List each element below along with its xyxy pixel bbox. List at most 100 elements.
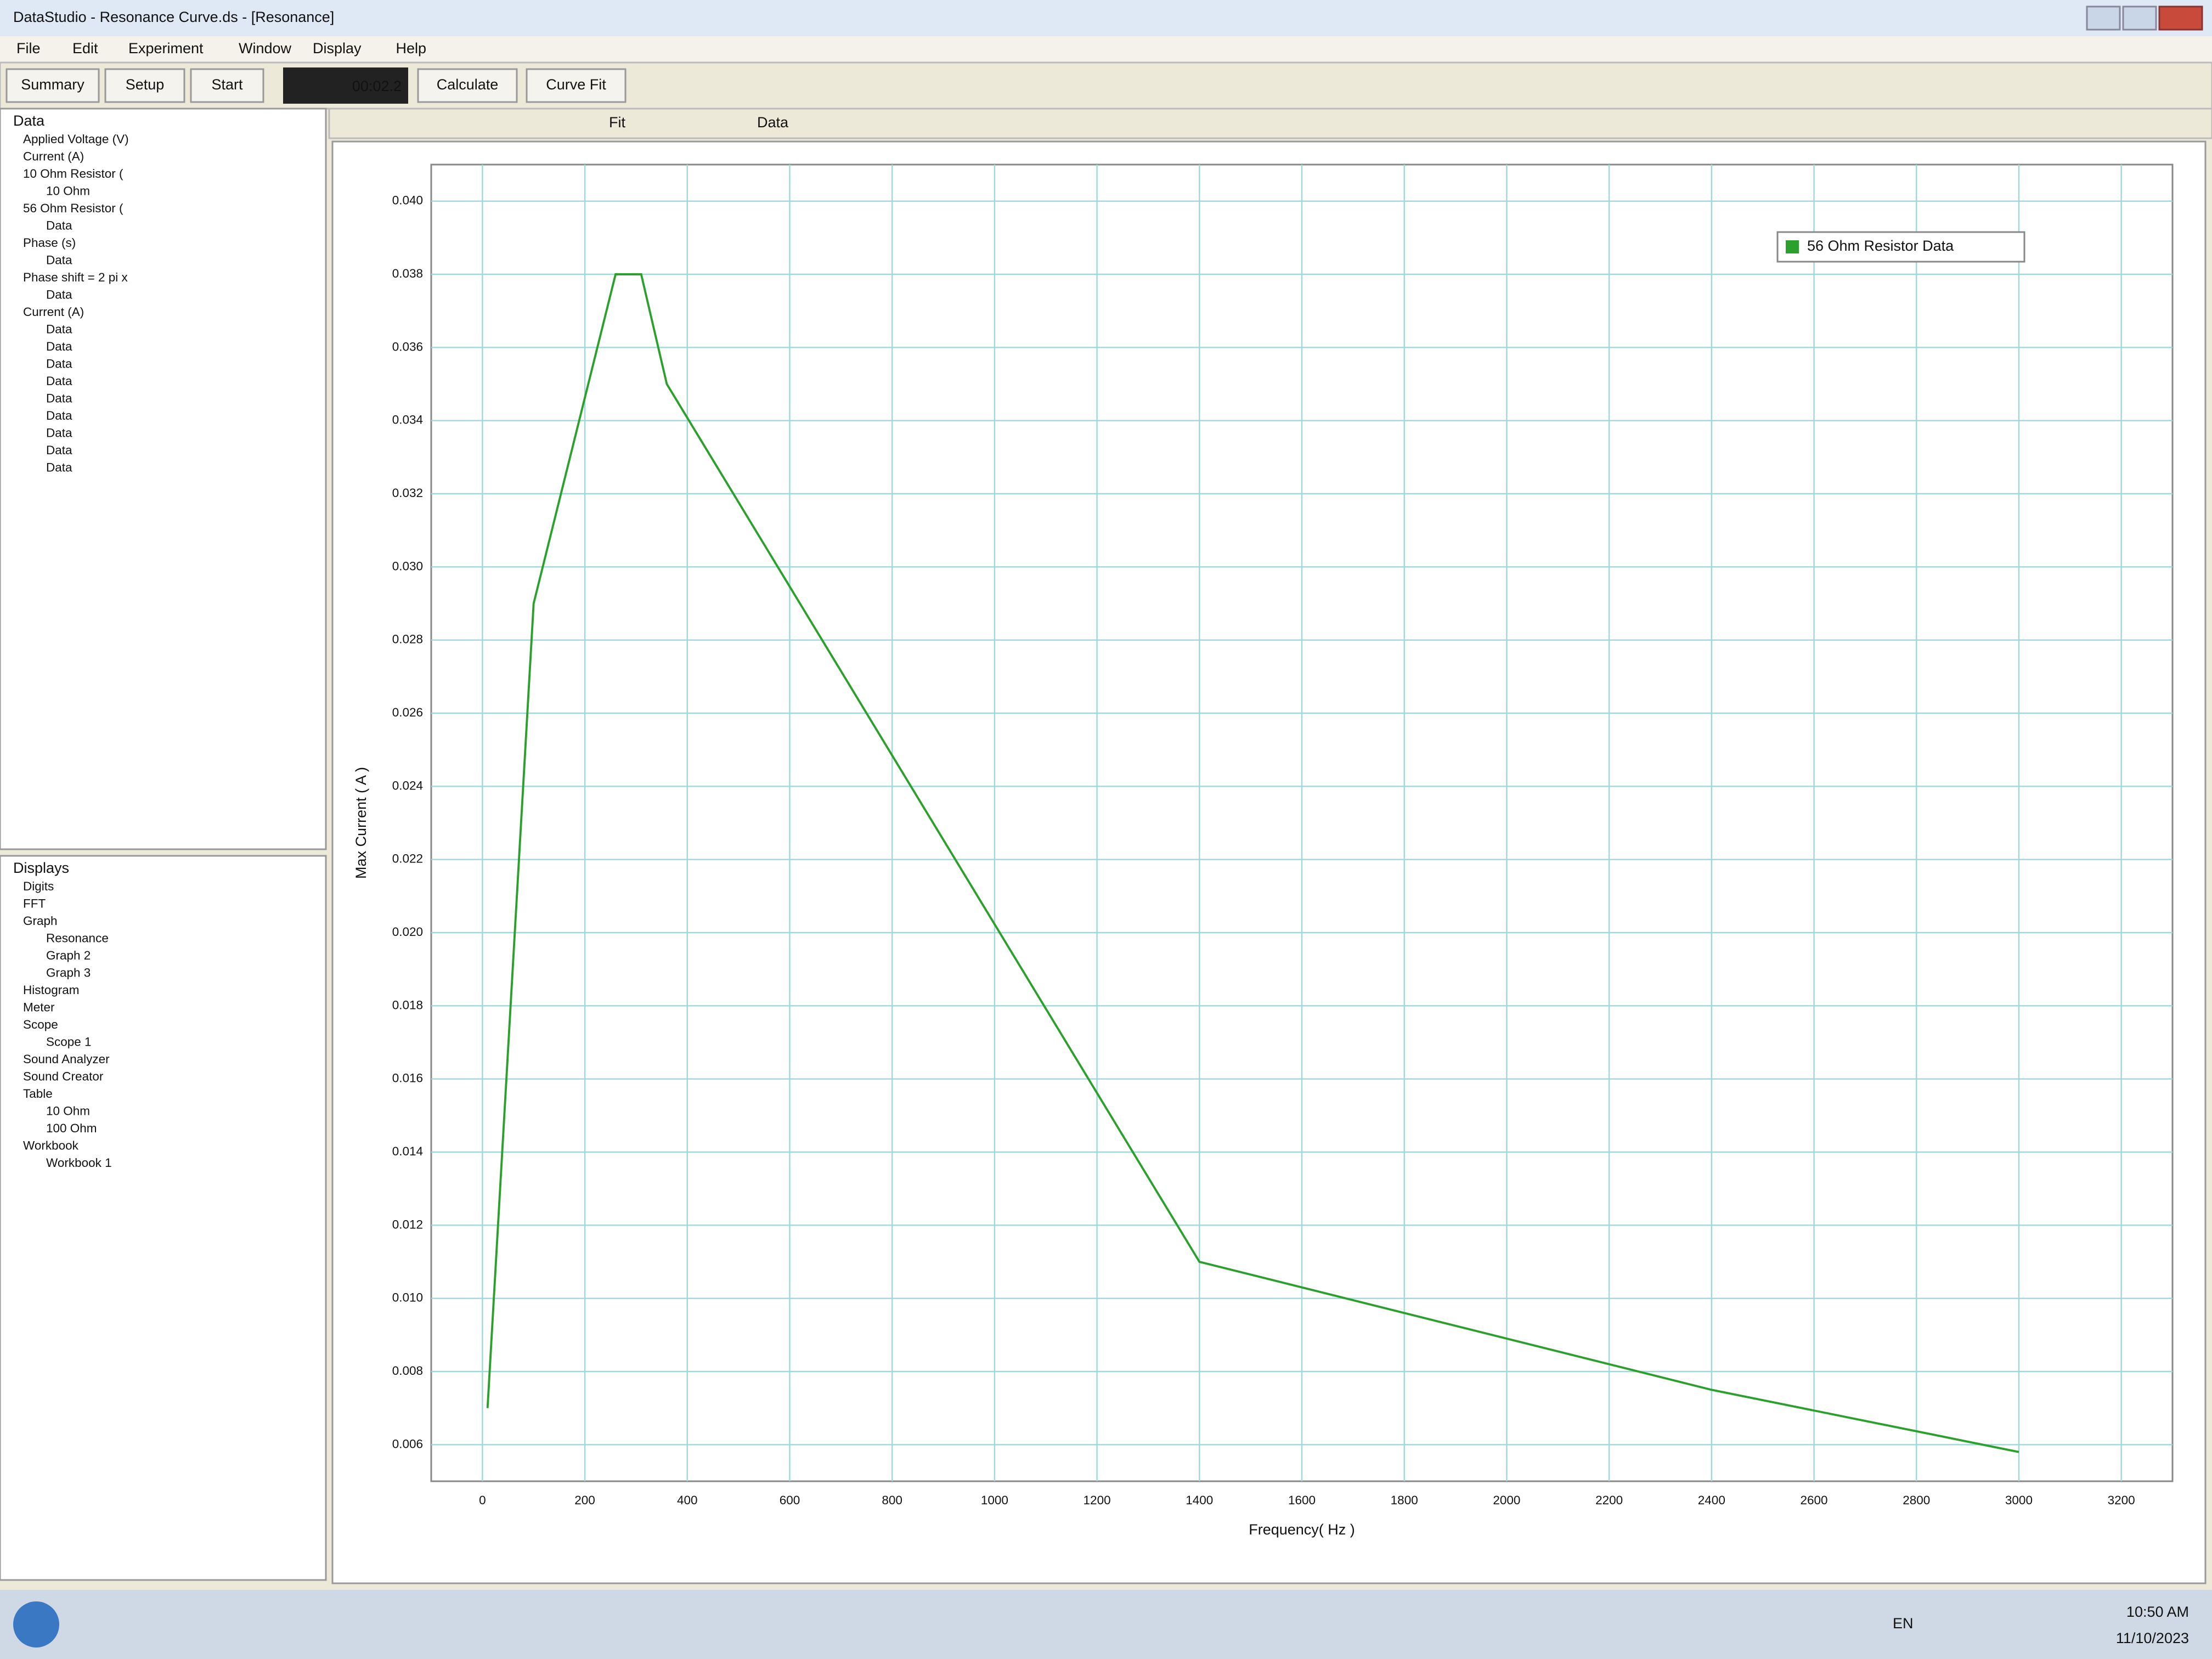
y-tick-label: 0.030 <box>392 559 423 573</box>
y-tick-label: 0.016 <box>392 1071 423 1085</box>
clock-date: 11/10/2023 <box>2116 1630 2189 1646</box>
data-line <box>486 273 2019 1453</box>
tree-item[interactable]: Sound Analyzer <box>23 1052 110 1066</box>
tree-item[interactable]: Digits <box>23 879 54 893</box>
tree-item[interactable]: Phase (s) <box>23 236 76 250</box>
tree-child[interactable]: Data <box>46 409 72 422</box>
taskbar <box>0 1590 2212 1659</box>
menu-item[interactable]: Display <box>313 40 362 57</box>
tree-item[interactable]: Histogram <box>23 983 80 997</box>
tree-item[interactable]: FFT <box>23 896 46 910</box>
menu-item[interactable]: Help <box>396 40 427 57</box>
tree-child[interactable]: Data <box>46 218 72 232</box>
menu-item[interactable]: Edit <box>72 40 98 57</box>
tree-item[interactable]: Table <box>23 1087 53 1101</box>
tree-item[interactable]: 56 Ohm Resistor ( <box>23 201 123 215</box>
tree-item[interactable]: Current (A) <box>23 305 84 319</box>
tree-item[interactable]: Workbook <box>23 1138 79 1152</box>
x-tick-label: 3200 <box>2108 1493 2135 1507</box>
chart: 0.006 0.008 0.010 0.012 0.014 0.016 0.018 0.020… <box>353 163 2174 1538</box>
toolbar-button[interactable] <box>5 68 100 103</box>
x-tick-label: 3000 <box>2005 1493 2033 1507</box>
language: EN <box>1893 1615 1914 1632</box>
y-tick-label: 0.018 <box>392 998 423 1012</box>
y-tick-label: 0.036 <box>392 340 423 353</box>
tree-child[interactable]: Data <box>46 322 72 336</box>
x-tick-label: 2600 <box>1800 1493 1827 1507</box>
toolbar-label[interactable]: Start <box>211 76 243 93</box>
tree-child[interactable]: Graph 2 <box>46 949 91 962</box>
graph-toolbar <box>328 108 2212 139</box>
menu-item[interactable]: Experiment <box>128 40 204 57</box>
toolbar-button[interactable] <box>104 68 185 103</box>
tree-child[interactable]: Data <box>46 443 72 457</box>
y-tick-label: 0.022 <box>392 852 423 866</box>
tree-item[interactable]: Sound Creator <box>23 1069 104 1083</box>
clock-time: 10:50 AM <box>2126 1604 2189 1620</box>
x-tick-label: 0 <box>479 1493 486 1507</box>
toolbar-label[interactable]: Setup <box>126 76 165 93</box>
minimize-button[interactable] <box>2086 5 2121 31</box>
tree-child[interactable]: Workbook 1 <box>46 1156 112 1170</box>
x-tick-label: 1800 <box>1391 1493 1418 1507</box>
tree-child[interactable]: Data <box>46 426 72 439</box>
toolbar-label[interactable]: Curve Fit <box>546 76 606 93</box>
tree-child[interactable]: Data <box>46 253 72 267</box>
toolbar-button[interactable] <box>190 68 264 103</box>
tree-header[interactable]: Displays <box>13 860 69 876</box>
menu-item[interactable]: Window <box>239 40 292 57</box>
tree-child[interactable]: Data <box>46 460 72 474</box>
tree-child[interactable]: Data <box>46 391 72 405</box>
toolbar-button[interactable] <box>417 68 518 103</box>
y-tick-label: 0.034 <box>392 413 423 427</box>
start-button[interactable] <box>13 1601 59 1647</box>
tree-item[interactable]: Phase shift = 2 pi x <box>23 270 128 284</box>
close-button[interactable] <box>2158 5 2203 31</box>
x-axis-label: Frequency( Hz ) <box>1249 1521 1355 1538</box>
y-tick-label: 0.006 <box>392 1437 423 1451</box>
tree-child[interactable]: 10 Ohm <box>46 1104 90 1118</box>
x-tick-label: 2800 <box>1903 1493 1930 1507</box>
tree-child[interactable]: Data <box>46 357 72 370</box>
tree-item[interactable]: Graph <box>23 914 58 928</box>
tree-child[interactable]: 10 Ohm <box>46 184 90 198</box>
tree-item[interactable]: Applied Voltage (V) <box>23 132 129 146</box>
maximize-button[interactable] <box>2122 5 2157 31</box>
tree-child[interactable]: Data <box>46 340 72 353</box>
title-bar <box>0 0 2212 36</box>
data-button[interactable]: Data <box>757 114 789 131</box>
tree-child[interactable]: Scope 1 <box>46 1035 92 1048</box>
fit-button[interactable]: Fit <box>609 114 625 131</box>
toolbar-label[interactable]: Calculate <box>437 76 499 93</box>
y-tick-label: 0.040 <box>392 194 423 207</box>
tree-child[interactable]: Resonance <box>46 931 109 945</box>
timer: 00:02.2 <box>352 78 402 94</box>
displays-panel <box>0 855 327 1581</box>
toolbar-button[interactable] <box>526 68 627 103</box>
x-tick-label: 200 <box>574 1493 595 1507</box>
graph-toolbar-buttons: Fit Data <box>609 114 789 131</box>
tree-child[interactable]: Data <box>46 287 72 301</box>
tree-item[interactable]: Scope <box>23 1018 58 1031</box>
y-axis-label: Max Current ( A ) <box>353 767 369 879</box>
toolbar-buttons: Summary Setup Start Calculate Curve Fit 00:02… <box>5 67 627 104</box>
legend-label: 56 Ohm Resistor Data <box>1807 238 1954 254</box>
tree-header[interactable]: Data <box>13 112 45 129</box>
tree-child[interactable]: Data <box>46 374 72 388</box>
tree-item[interactable]: 10 Ohm Resistor ( <box>23 167 123 180</box>
x-tick-label: 400 <box>677 1493 698 1507</box>
x-tick-label: 600 <box>780 1493 800 1507</box>
tree-item[interactable]: Current (A) <box>23 149 84 163</box>
x-tick-label: 1000 <box>981 1493 1008 1507</box>
y-tick-label: 0.026 <box>392 706 423 719</box>
menu-item[interactable]: File <box>16 40 41 57</box>
tree-child[interactable]: Graph 3 <box>46 966 91 979</box>
tree-item[interactable]: Meter <box>23 1000 55 1014</box>
x-tick-label: 2200 <box>1595 1493 1623 1507</box>
menu-bar <box>0 36 2212 63</box>
legend-swatch <box>1786 240 1799 253</box>
tree: Data Applied Voltage (V) Current (A) 10 Ohm… <box>13 112 129 1170</box>
toolbar-label[interactable]: Summary <box>21 76 84 93</box>
tree-child[interactable]: 100 Ohm <box>46 1121 97 1135</box>
